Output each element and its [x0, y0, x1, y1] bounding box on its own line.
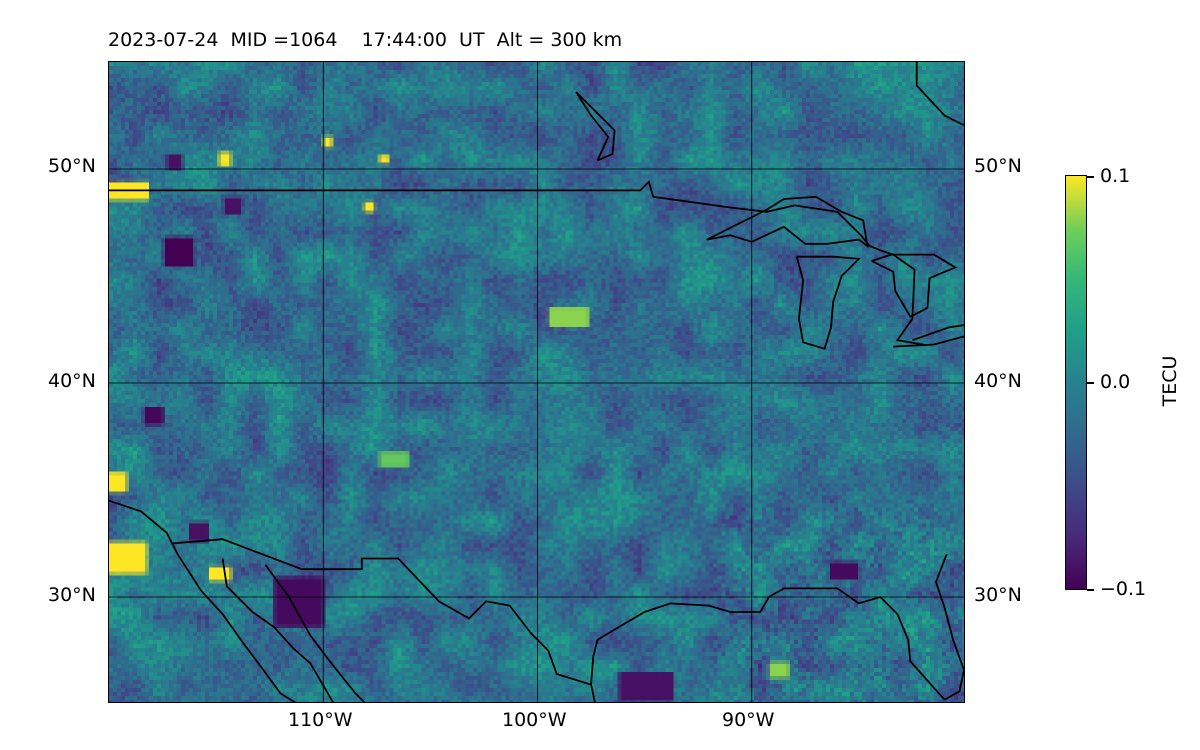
- coastline-segment: [575, 91, 616, 162]
- lon-label-100w: 100°W: [502, 709, 567, 731]
- lat-label-30-left: 30°N: [48, 584, 96, 606]
- map-overlay: [109, 62, 964, 702]
- coastline-segment: [109, 180, 924, 346]
- coastline-segment: [109, 499, 297, 702]
- coastline-segment: [706, 195, 869, 249]
- tec-map[interactable]: [108, 61, 965, 703]
- colorbar: [1065, 175, 1087, 590]
- colorbar-tick-min: [1087, 589, 1094, 591]
- coastline-segment: [264, 564, 366, 702]
- colorbar-min-label: −0.1: [1100, 578, 1147, 600]
- lat-label-50-right: 50°N: [974, 155, 1022, 177]
- lon-label-110w: 110°W: [288, 709, 353, 731]
- lat-label-50-left: 50°N: [48, 155, 96, 177]
- colorbar-tick-mid: [1087, 382, 1094, 384]
- coastline-segment: [871, 253, 958, 318]
- coastline-segment: [893, 324, 964, 348]
- map-title: 2023-07-24 MID =1064 17:44:00 UT Alt = 3…: [108, 29, 623, 51]
- lat-label-40-left: 40°N: [48, 370, 96, 392]
- coastline-segment: [590, 587, 946, 701]
- colorbar-mid-label: 0.0: [1100, 371, 1131, 393]
- coastline-segment: [221, 558, 334, 702]
- coastlines-and-borders: [109, 62, 964, 702]
- coastline-segment: [915, 62, 964, 127]
- lat-label-30-right: 30°N: [974, 584, 1022, 606]
- lon-label-90w: 90°W: [722, 709, 775, 731]
- coastline-segment: [171, 538, 592, 686]
- colorbar-tick-max: [1087, 176, 1094, 178]
- lat-label-40-right: 40°N: [974, 370, 1022, 392]
- gridlines: [109, 62, 964, 702]
- coastline-segment: [590, 684, 596, 702]
- coastline-segment: [935, 553, 964, 701]
- coastline-segment: [795, 255, 861, 350]
- colorbar-max-label: 0.1: [1100, 165, 1131, 187]
- colorbar-unit-label: TECU: [1159, 355, 1181, 407]
